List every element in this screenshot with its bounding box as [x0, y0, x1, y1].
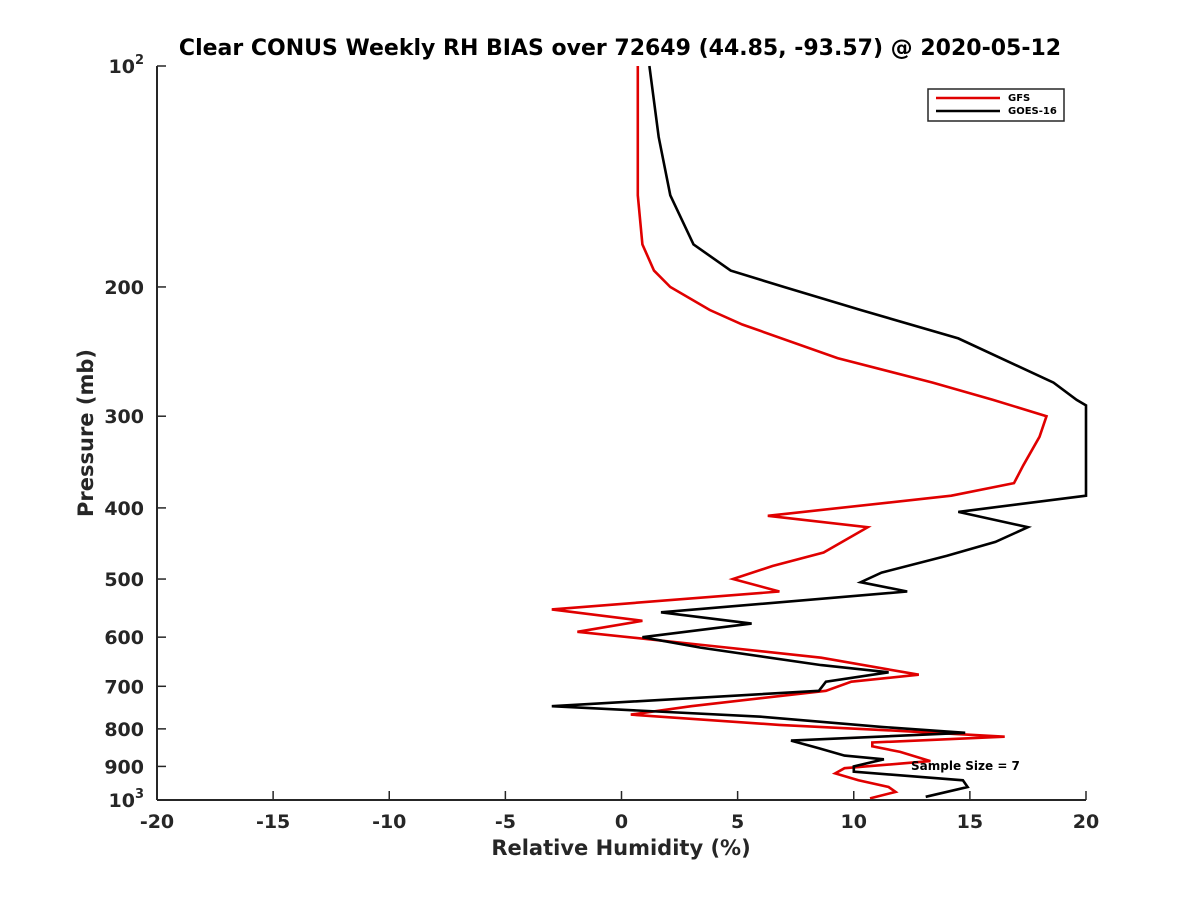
y-tick-label: 900 — [104, 756, 144, 778]
x-tick-label: -5 — [495, 811, 516, 833]
y-tick-label: 300 — [104, 406, 144, 428]
y-tick-label: 800 — [104, 719, 144, 741]
x-tick-label: 20 — [1073, 811, 1099, 833]
x-ticks: -20 -15 -10 -5 0 5 10 15 20 — [140, 791, 1099, 833]
x-axis-label: Relative Humidity (%) — [491, 836, 750, 860]
x-tick-label: -10 — [372, 811, 406, 833]
legend-label-gfs: GFS — [1008, 93, 1030, 104]
plot-lines — [551, 65, 1088, 800]
y-tick-label: 600 — [104, 627, 144, 649]
x-tick-label: 5 — [731, 811, 744, 833]
legend-box — [927, 88, 1065, 122]
legend-label-goes16: GOES-16 — [1008, 106, 1057, 117]
sample-size-annotation: Sample Size = 7 — [911, 759, 1020, 773]
y-tick-label: 400 — [104, 498, 144, 520]
chart-title: Clear CONUS Weekly RH BIAS over 72649 (4… — [179, 36, 1061, 61]
legend: GFS GOES-16 — [927, 88, 1065, 122]
x-tick-label: 10 — [841, 811, 867, 833]
y-tick-label: 700 — [104, 676, 144, 698]
series-line-goes16 — [551, 65, 1088, 799]
y-tick-label: 500 — [104, 569, 144, 591]
series-line-gfs — [551, 66, 1049, 800]
x-tick-label: 15 — [957, 811, 983, 833]
x-tick-label: 0 — [615, 811, 628, 833]
y-tick-label: 102 — [109, 53, 145, 78]
x-tick-label: -15 — [256, 811, 290, 833]
y-axis-label: Pressure (mb) — [74, 349, 98, 517]
x-tick-label: -20 — [140, 811, 174, 833]
y-tick-label: 200 — [104, 277, 144, 299]
